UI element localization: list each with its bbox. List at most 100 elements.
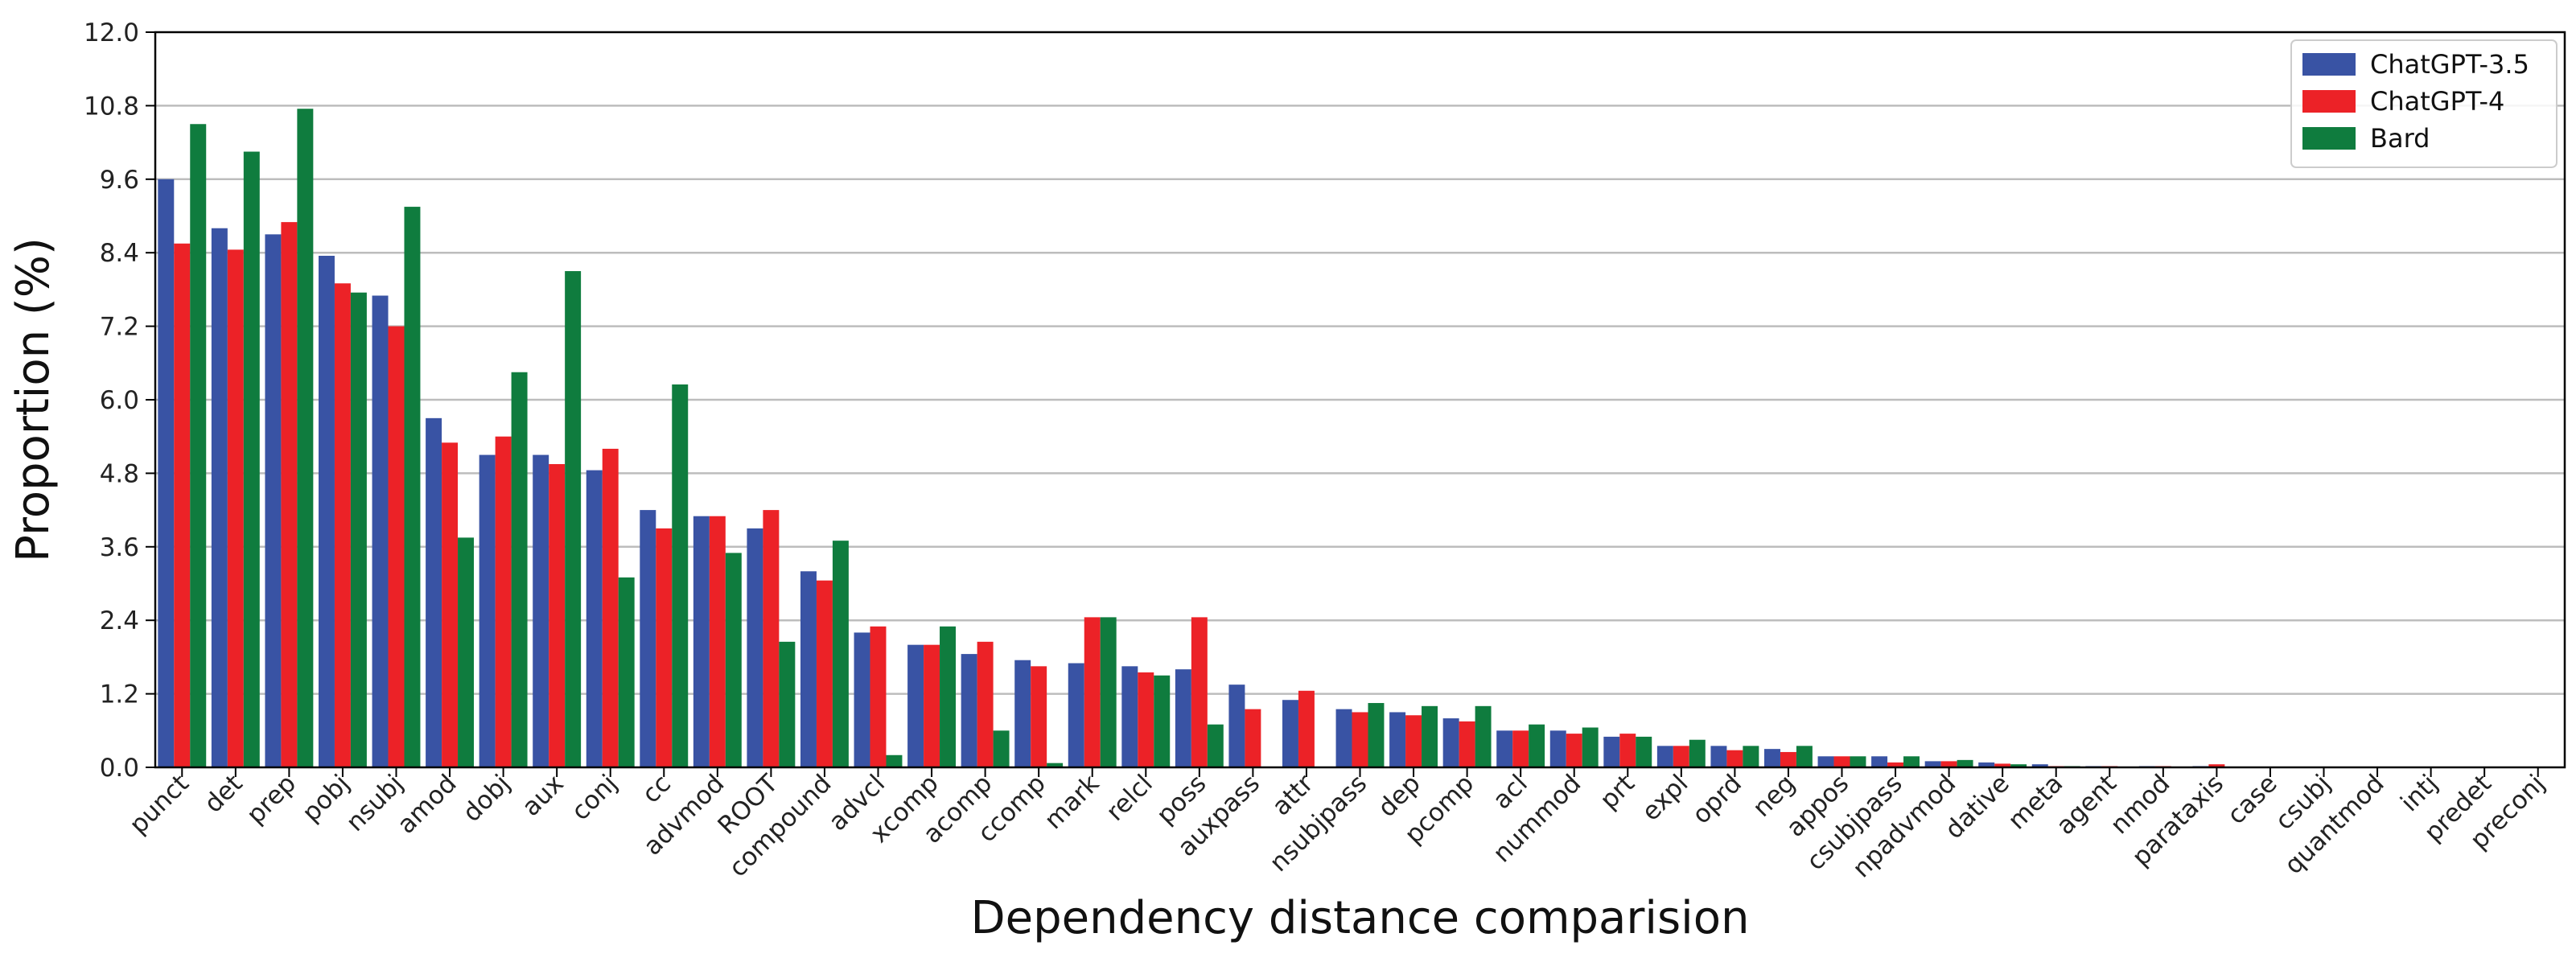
y-tick-label: 0.0 [100, 754, 139, 783]
y-tick-label: 6.0 [100, 386, 139, 415]
bar [1496, 730, 1513, 767]
x-tick-label: conj [566, 769, 623, 826]
x-tick-label: aux [516, 769, 570, 822]
legend: ChatGPT-3.5 ChatGPT-4 Bard [2290, 39, 2557, 168]
bar [870, 626, 887, 767]
y-tick-label: 9.6 [100, 166, 139, 195]
bar [618, 577, 635, 767]
bar [1549, 730, 1566, 767]
bar [924, 644, 940, 767]
bar [800, 571, 817, 767]
bar [1100, 617, 1117, 767]
bar [640, 510, 656, 767]
x-tick-label: prep [241, 769, 302, 829]
bar [190, 124, 207, 767]
bar [404, 207, 421, 767]
bar [479, 454, 496, 767]
bar [1068, 663, 1084, 767]
x-tick-label: det [199, 769, 248, 818]
legend-label: Bard [2370, 123, 2430, 154]
x-tick-label: nsubj [340, 769, 409, 837]
y-tick-label: 10.8 [84, 92, 139, 121]
x-tick-label: mark [1039, 769, 1105, 835]
bar [1228, 684, 1245, 767]
bar [1529, 724, 1545, 767]
bar [993, 730, 1010, 767]
bar [1422, 705, 1438, 767]
bar [725, 553, 742, 767]
bar [495, 436, 512, 767]
bar [243, 151, 260, 767]
y-tick-label: 1.2 [100, 680, 139, 709]
bar [1726, 750, 1743, 767]
bar [1154, 675, 1171, 767]
legend-swatch [2302, 90, 2356, 113]
legend-label: ChatGPT-4 [2370, 86, 2504, 117]
y-axis-ticks: 0.0 1.2 2.4 3.6 4.8 6.0 7.2 8.4 9.6 10.8 12.0 [84, 18, 155, 783]
bar [1475, 705, 1492, 767]
bar [372, 295, 389, 767]
legend-box [2290, 39, 2557, 168]
x-tick-label: dobj [457, 769, 516, 828]
bar [763, 510, 780, 767]
bar [458, 537, 475, 767]
x-tick-label: cc [636, 769, 677, 809]
legend-label: ChatGPT-3.5 [2370, 49, 2529, 80]
bar [565, 271, 582, 767]
bar [1459, 721, 1475, 767]
bar [1871, 756, 1888, 767]
bar [693, 516, 710, 767]
bar [1138, 672, 1154, 767]
bar [977, 641, 994, 767]
bar [747, 528, 763, 767]
bar [1994, 763, 2011, 767]
bar [1710, 746, 1727, 767]
bar [2010, 764, 2027, 767]
bar [1335, 709, 1352, 767]
x-tick-label: prt [1595, 769, 1640, 815]
bar [779, 641, 796, 767]
bar [334, 283, 351, 767]
bar [1442, 718, 1459, 767]
series-chatgpt-4 [174, 222, 2546, 768]
bar [886, 754, 903, 767]
bar [350, 292, 367, 767]
x-tick-label: case [2222, 769, 2283, 830]
bar [1763, 749, 1780, 767]
bar [907, 644, 924, 767]
bar [940, 626, 957, 767]
bar [1780, 751, 1796, 767]
bar [1245, 709, 1261, 767]
bar [602, 448, 619, 767]
bar [816, 580, 833, 767]
bar [1743, 746, 1759, 767]
x-tick-label: expl [1636, 769, 1694, 827]
bar [158, 179, 175, 768]
bar [511, 372, 528, 767]
bar [1850, 756, 1866, 767]
bar [1566, 734, 1582, 767]
bar [281, 222, 298, 767]
y-tick-label: 8.4 [100, 239, 139, 268]
bar [832, 541, 849, 767]
bar [1282, 700, 1298, 767]
bar [586, 470, 603, 767]
bar [2208, 764, 2225, 767]
bar [388, 326, 405, 768]
bar [1191, 617, 1208, 767]
bar [1796, 746, 1813, 767]
y-tick-label: 7.2 [100, 313, 139, 342]
bar [709, 516, 726, 767]
bar [1817, 756, 1834, 767]
y-tick-label: 12.0 [84, 18, 139, 47]
bar [1031, 666, 1047, 767]
x-tick-label: agent [2051, 769, 2122, 841]
x-tick-label: nsubjpass [1264, 769, 1372, 878]
series-chatgpt-3-5 [158, 179, 2530, 768]
bar [1924, 761, 1941, 767]
bar [1207, 724, 1224, 767]
bar [1389, 712, 1406, 767]
bar [1887, 762, 1904, 767]
